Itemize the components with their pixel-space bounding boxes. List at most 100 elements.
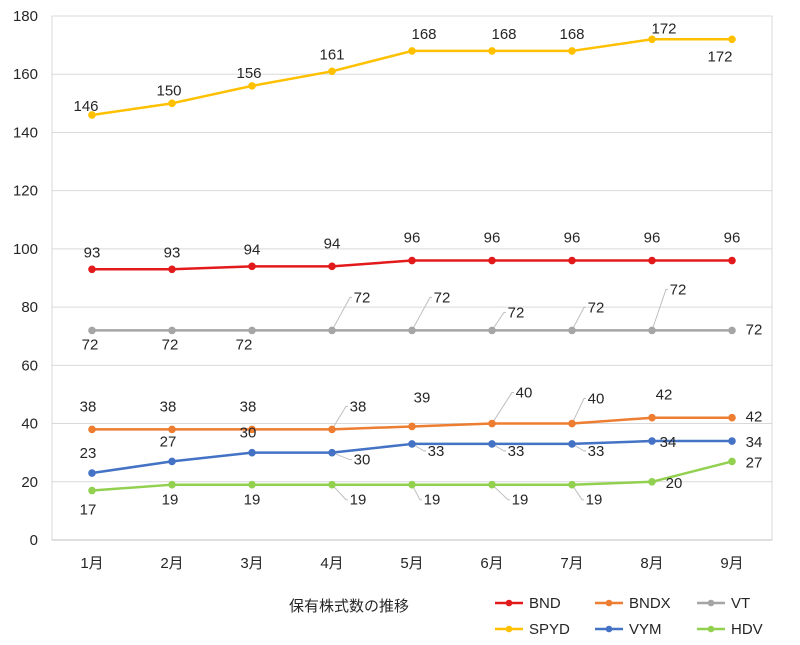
data-label-vt: 72 (354, 289, 371, 306)
x-tick-label: 4月 (320, 555, 343, 572)
data-label-vt: 72 (82, 336, 99, 353)
legend-marker (605, 625, 613, 633)
point-bndx (568, 419, 576, 428)
x-tick-label: 1月 (80, 555, 103, 572)
point-vt (728, 326, 736, 335)
point-spyd (568, 47, 576, 55)
point-vym (168, 457, 176, 466)
legend-item-hdv: HDV (697, 621, 763, 638)
data-label-bndx: 38 (160, 398, 177, 415)
leader-line (331, 405, 348, 430)
point-bnd (408, 256, 416, 265)
y-tick-label: 120 (13, 183, 38, 200)
point-hdv (248, 480, 256, 489)
point-bnd (568, 256, 576, 265)
legend-label: BND (529, 595, 561, 612)
legend-item-bndx: BNDX (595, 595, 671, 612)
point-bndx (648, 413, 656, 422)
leader-line (491, 311, 506, 331)
data-label-vym: 33 (508, 443, 525, 460)
data-label-bndx: 40 (516, 385, 533, 402)
point-vym (328, 448, 336, 457)
point-bndx (488, 419, 496, 428)
x-axis: 1月 2月 3月 4月 5月 6月 7月 8月 9月 (52, 539, 772, 572)
data-label-bnd: 96 (564, 230, 581, 247)
data-label-vym: 30 (240, 425, 257, 442)
series-group (88, 35, 736, 495)
x-axis-title: 保有株式数の推移 (289, 597, 409, 615)
data-label-vym: 27 (160, 433, 177, 450)
data-labels: 93 93 94 94 96 96 96 96 96 38 38 38 38 39 40 40 42 42 72 72… (73, 20, 762, 518)
point-bnd (488, 256, 496, 265)
data-label-vym: 30 (354, 452, 371, 469)
data-label-vt: 72 (162, 336, 179, 353)
leader-line (491, 392, 514, 424)
data-label-spyd: 172 (651, 20, 676, 37)
leader-line (331, 296, 352, 331)
point-vt (248, 326, 256, 335)
point-bnd (168, 265, 176, 274)
point-hdv (408, 480, 416, 489)
data-label-vt: 72 (588, 299, 605, 316)
point-vt (648, 326, 656, 335)
legend-label: VT (731, 595, 750, 612)
data-label-vt: 72 (236, 336, 253, 353)
y-tick-label: 100 (13, 241, 38, 258)
point-spyd (488, 47, 496, 55)
legend-marker (505, 625, 513, 633)
point-hdv (728, 457, 736, 466)
data-label-vym: 34 (660, 434, 677, 451)
leader-line (331, 452, 352, 461)
leader-line (411, 484, 422, 501)
data-label-vt: 72 (746, 321, 763, 338)
point-bndx (728, 413, 736, 422)
point-bndx (248, 425, 256, 434)
data-label-spyd: 168 (559, 26, 584, 43)
x-tick-label: 2月 (160, 555, 183, 572)
legend-item-spyd: SPYD (495, 621, 570, 638)
data-label-spyd: 168 (411, 26, 436, 43)
data-label-vt: 72 (670, 281, 687, 298)
point-vym (88, 469, 96, 477)
y-axis: 0 20 40 60 80 100 120 140 160 180 (13, 8, 38, 549)
point-vym (248, 448, 256, 457)
y-tick-label: 60 (21, 357, 38, 374)
data-label-hdv: 19 (350, 492, 367, 509)
data-label-spyd: 161 (319, 46, 344, 63)
x-tick-label: 9月 (720, 555, 743, 572)
point-bnd (248, 262, 256, 271)
legend-marker (505, 599, 513, 607)
data-label-hdv: 27 (746, 454, 763, 471)
data-label-bnd: 94 (324, 235, 341, 252)
data-label-vym: 23 (80, 445, 97, 462)
point-hdv (568, 480, 576, 489)
legend-label: BNDX (629, 595, 671, 612)
point-vym (408, 440, 416, 448)
data-label-bndx: 38 (240, 398, 257, 415)
point-bndx (328, 425, 336, 434)
point-hdv (88, 486, 96, 495)
leader-line (331, 484, 348, 501)
point-vt (568, 326, 576, 335)
legend-item-vt: VT (697, 595, 750, 612)
data-label-hdv: 20 (666, 475, 683, 492)
data-label-vt: 72 (434, 289, 451, 306)
point-vt (408, 326, 416, 335)
point-bndx (168, 425, 176, 434)
point-spyd (408, 47, 416, 55)
data-label-bndx: 40 (588, 391, 605, 408)
point-vym (648, 437, 656, 445)
point-vym (728, 437, 736, 445)
y-tick-label: 20 (21, 474, 38, 491)
point-bnd (648, 256, 656, 265)
y-tick-label: 80 (21, 299, 38, 316)
data-label-bnd: 96 (484, 230, 501, 247)
point-hdv (328, 480, 336, 489)
point-hdv (648, 477, 656, 486)
data-label-hdv: 19 (512, 492, 529, 509)
y-tick-label: 140 (13, 124, 38, 141)
point-spyd (328, 67, 336, 76)
point-vt (88, 326, 96, 335)
point-bndx (88, 425, 96, 434)
x-tick-label: 5月 (400, 555, 423, 572)
